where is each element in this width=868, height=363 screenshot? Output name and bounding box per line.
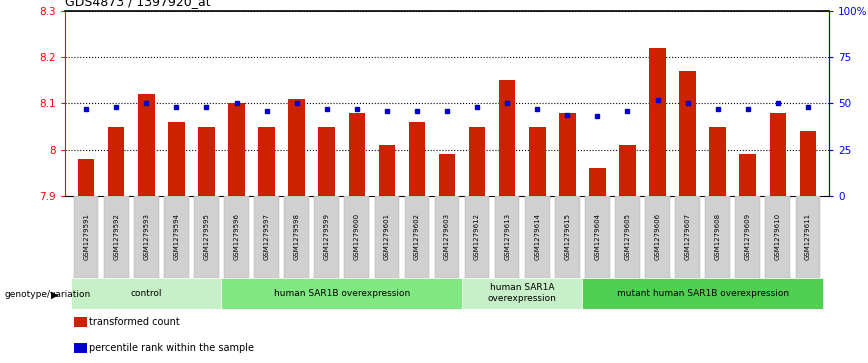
- Text: GSM1279593: GSM1279593: [143, 213, 149, 260]
- Text: GSM1279597: GSM1279597: [264, 213, 270, 260]
- Bar: [138, 94, 155, 196]
- Bar: [104, 196, 128, 278]
- Text: human SAR1B overexpression: human SAR1B overexpression: [273, 289, 410, 298]
- Bar: [71, 278, 221, 309]
- Bar: [469, 127, 485, 196]
- Bar: [770, 113, 786, 196]
- Text: GSM1279614: GSM1279614: [534, 213, 540, 260]
- Bar: [349, 113, 365, 196]
- Bar: [259, 127, 275, 196]
- Bar: [649, 48, 666, 196]
- Text: mutant human SAR1B overexpression: mutant human SAR1B overexpression: [616, 289, 789, 298]
- Bar: [735, 196, 760, 278]
- Text: GSM1279603: GSM1279603: [444, 213, 450, 260]
- Text: GSM1279596: GSM1279596: [233, 213, 240, 260]
- Text: GSM1279595: GSM1279595: [203, 213, 209, 260]
- Bar: [589, 168, 606, 196]
- Text: GSM1279612: GSM1279612: [474, 213, 480, 260]
- Bar: [585, 196, 609, 278]
- Bar: [378, 145, 395, 196]
- Bar: [194, 196, 219, 278]
- Bar: [740, 154, 756, 196]
- Text: GSM1279611: GSM1279611: [805, 213, 811, 260]
- Bar: [404, 196, 430, 278]
- Bar: [525, 196, 549, 278]
- Bar: [464, 196, 490, 278]
- Bar: [108, 127, 124, 196]
- Bar: [675, 196, 700, 278]
- Text: GSM1279602: GSM1279602: [414, 213, 420, 260]
- Bar: [198, 127, 214, 196]
- Bar: [680, 71, 696, 196]
- Bar: [766, 196, 790, 278]
- Bar: [345, 196, 369, 278]
- Bar: [319, 127, 335, 196]
- Bar: [224, 196, 249, 278]
- Text: GSM1279613: GSM1279613: [504, 213, 510, 260]
- Bar: [74, 196, 98, 278]
- Bar: [619, 145, 635, 196]
- Bar: [78, 159, 95, 196]
- Bar: [499, 80, 516, 196]
- Bar: [164, 196, 188, 278]
- Text: control: control: [130, 289, 162, 298]
- Bar: [168, 122, 185, 196]
- Bar: [645, 196, 670, 278]
- Text: GSM1279609: GSM1279609: [745, 213, 751, 260]
- Text: GDS4873 / 1397920_at: GDS4873 / 1397920_at: [65, 0, 211, 8]
- Bar: [221, 278, 462, 309]
- Bar: [438, 154, 456, 196]
- Text: GSM1279599: GSM1279599: [324, 213, 330, 260]
- Bar: [409, 122, 425, 196]
- Bar: [796, 196, 820, 278]
- Text: GSM1279607: GSM1279607: [685, 213, 691, 260]
- Bar: [495, 196, 519, 278]
- Bar: [615, 196, 640, 278]
- Text: GSM1279608: GSM1279608: [714, 213, 720, 260]
- Bar: [799, 131, 816, 196]
- Bar: [582, 278, 823, 309]
- Bar: [314, 196, 339, 278]
- Bar: [555, 196, 580, 278]
- Bar: [134, 196, 159, 278]
- Text: GSM1279594: GSM1279594: [174, 213, 180, 260]
- Text: GSM1279606: GSM1279606: [654, 213, 661, 260]
- Text: GSM1279610: GSM1279610: [775, 213, 781, 260]
- Bar: [435, 196, 459, 278]
- Text: GSM1279615: GSM1279615: [564, 213, 570, 260]
- Bar: [706, 196, 730, 278]
- Bar: [228, 103, 245, 196]
- Bar: [559, 113, 575, 196]
- Text: GSM1279604: GSM1279604: [595, 213, 601, 260]
- Text: GSM1279591: GSM1279591: [83, 213, 89, 260]
- Text: transformed count: transformed count: [89, 317, 181, 327]
- Text: genotype/variation: genotype/variation: [4, 290, 90, 299]
- Text: GSM1279598: GSM1279598: [293, 213, 299, 260]
- Text: human SAR1A
overexpression: human SAR1A overexpression: [488, 284, 556, 303]
- Bar: [285, 196, 309, 278]
- Bar: [529, 127, 545, 196]
- Bar: [254, 196, 279, 278]
- Text: GSM1279601: GSM1279601: [384, 213, 390, 260]
- Text: GSM1279592: GSM1279592: [113, 213, 119, 260]
- Text: GSM1279605: GSM1279605: [624, 213, 630, 260]
- Text: percentile rank within the sample: percentile rank within the sample: [89, 343, 254, 353]
- Text: GSM1279600: GSM1279600: [354, 213, 360, 260]
- Bar: [709, 127, 726, 196]
- Text: ▶: ▶: [50, 290, 58, 300]
- Bar: [375, 196, 399, 278]
- Bar: [462, 278, 582, 309]
- Bar: [288, 99, 305, 196]
